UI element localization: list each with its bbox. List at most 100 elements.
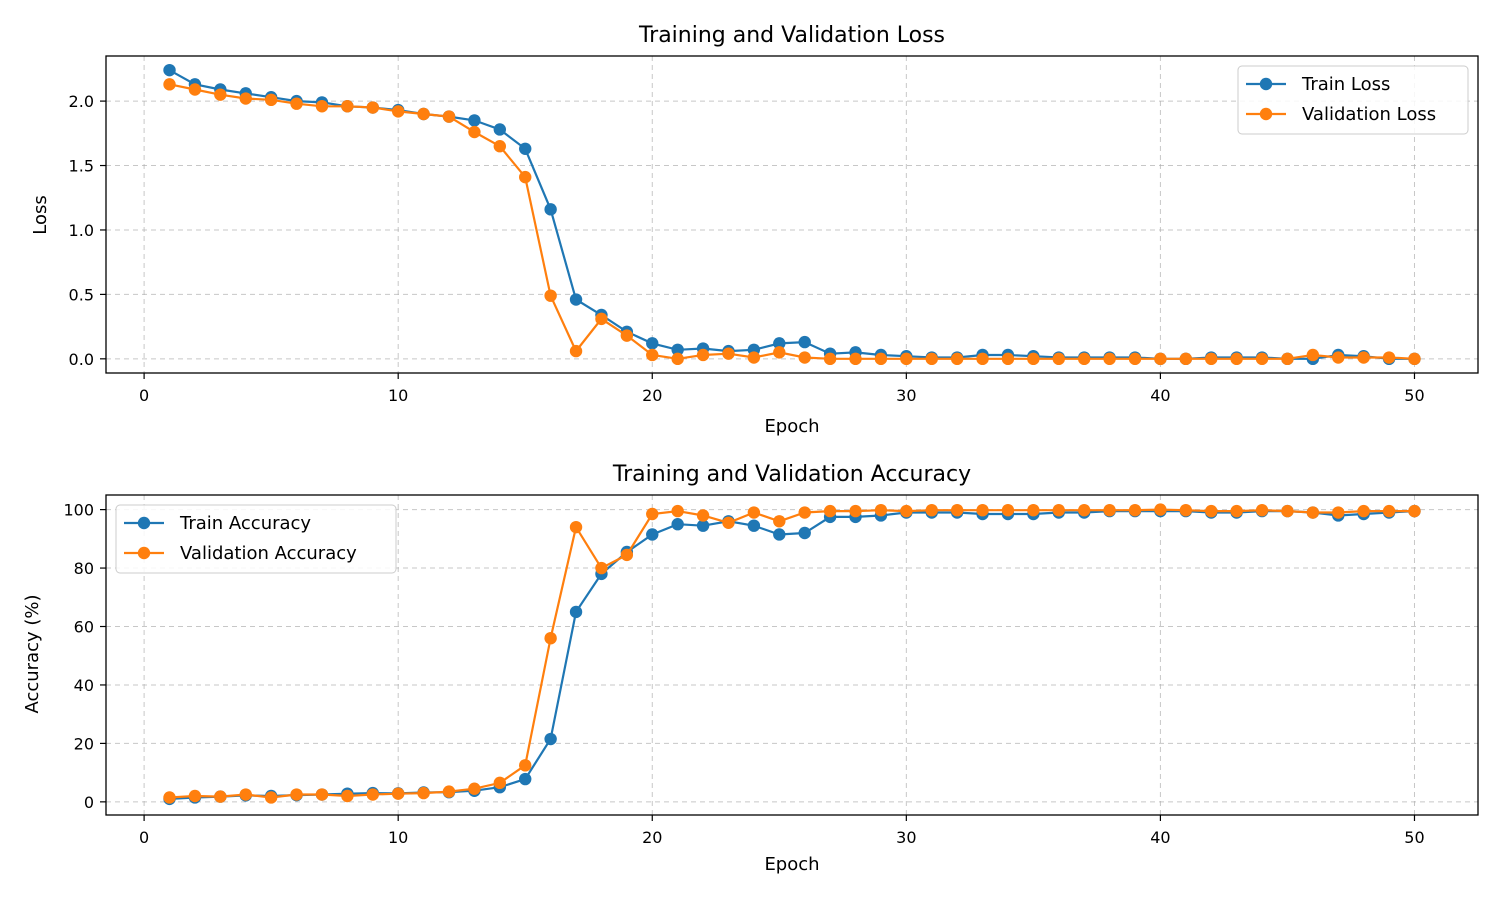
data-point <box>1281 504 1294 518</box>
data-point <box>1001 503 1015 517</box>
data-point <box>1103 352 1116 366</box>
data-point <box>163 78 176 91</box>
x-tick-label: 40 <box>1150 386 1170 405</box>
data-point <box>671 504 684 518</box>
data-point <box>341 789 354 803</box>
legend-label: Validation Loss <box>1302 104 1436 125</box>
data-point <box>1077 352 1091 366</box>
data-point <box>671 343 684 357</box>
data-point <box>1255 352 1269 366</box>
data-point <box>1154 352 1167 366</box>
data-point <box>468 125 481 139</box>
accuracy-series-validation <box>163 503 1421 804</box>
data-point <box>163 791 176 804</box>
data-point <box>1027 352 1040 366</box>
data-point <box>646 507 659 521</box>
data-point <box>874 503 888 517</box>
data-point <box>1255 503 1269 517</box>
data-point <box>620 329 634 342</box>
data-point <box>264 93 278 107</box>
legend-label: Validation Accuracy <box>180 543 357 564</box>
data-point <box>1179 352 1193 366</box>
legend-box <box>1237 65 1469 135</box>
data-point <box>1179 503 1193 517</box>
data-point <box>569 293 583 306</box>
data-point <box>849 352 862 366</box>
legend-box <box>115 504 397 574</box>
data-point <box>900 352 913 366</box>
legend-label: Train Loss <box>1301 74 1390 95</box>
y-tick-label: 0 <box>84 793 94 812</box>
data-point <box>544 289 557 302</box>
accuracy-chart-title: Training and Validation Accuracy <box>612 462 971 487</box>
data-point <box>1382 504 1396 518</box>
accuracy-axes-frame <box>105 494 1479 816</box>
data-point <box>1001 352 1015 366</box>
data-point <box>391 105 405 118</box>
data-point <box>1205 504 1218 518</box>
data-point <box>214 790 227 803</box>
y-tick-label: 40 <box>74 676 94 695</box>
data-point <box>950 352 964 366</box>
data-point <box>950 503 964 517</box>
data-point <box>163 63 176 77</box>
data-point <box>1306 348 1320 362</box>
data-point <box>290 97 303 110</box>
y-tick-label: 80 <box>74 559 94 578</box>
x-tick-label: 40 <box>1150 828 1170 847</box>
data-point <box>1332 506 1345 519</box>
data-point <box>1103 503 1116 517</box>
data-point <box>569 520 583 534</box>
loss-grid <box>106 56 1478 373</box>
data-point <box>773 528 786 541</box>
data-point <box>823 352 837 366</box>
data-point <box>722 347 735 360</box>
y-tick-label: 60 <box>74 618 94 637</box>
data-point <box>391 787 405 800</box>
data-point <box>1027 503 1040 517</box>
data-point <box>493 776 507 790</box>
data-point <box>1408 504 1421 518</box>
x-tick-label: 30 <box>896 828 916 847</box>
x-tick-label: 50 <box>1404 828 1424 847</box>
data-point <box>798 526 811 540</box>
data-point <box>773 337 786 350</box>
data-point <box>1408 352 1421 366</box>
loss-chart: Training and Validation Loss Epoch Loss … <box>30 23 1479 437</box>
data-point <box>1052 503 1065 517</box>
data-point <box>544 203 557 216</box>
x-tick-label: 10 <box>388 828 408 847</box>
data-point <box>519 772 532 786</box>
data-point <box>1052 352 1065 366</box>
series-line <box>168 69 1415 360</box>
data-point <box>1077 503 1091 517</box>
y-tick-label: 1.5 <box>69 157 94 176</box>
data-point <box>747 351 761 364</box>
data-point <box>214 88 227 101</box>
data-point <box>925 352 938 366</box>
y-tick-label: 20 <box>74 734 94 753</box>
data-point <box>493 123 507 136</box>
data-point <box>849 504 862 518</box>
data-point <box>188 789 202 803</box>
data-point <box>874 352 888 366</box>
loss-axes-frame <box>105 55 1479 374</box>
data-point <box>239 788 252 801</box>
data-point <box>1230 352 1243 366</box>
y-tick-label: 100 <box>63 501 94 520</box>
data-point <box>188 83 202 96</box>
data-point <box>341 100 354 113</box>
accuracy-legend: Train Accuracy Validation Accuracy <box>115 504 397 574</box>
data-point <box>442 110 456 123</box>
data-point <box>1205 352 1218 366</box>
data-point <box>646 337 659 350</box>
data-point <box>417 107 430 121</box>
data-point <box>468 782 481 795</box>
data-point <box>798 351 811 364</box>
data-point <box>366 101 379 114</box>
data-point <box>519 142 532 155</box>
x-tick-label: 0 <box>139 386 149 405</box>
legend-swatch-marker <box>137 516 151 530</box>
y-tick-label: 0.5 <box>69 285 94 304</box>
